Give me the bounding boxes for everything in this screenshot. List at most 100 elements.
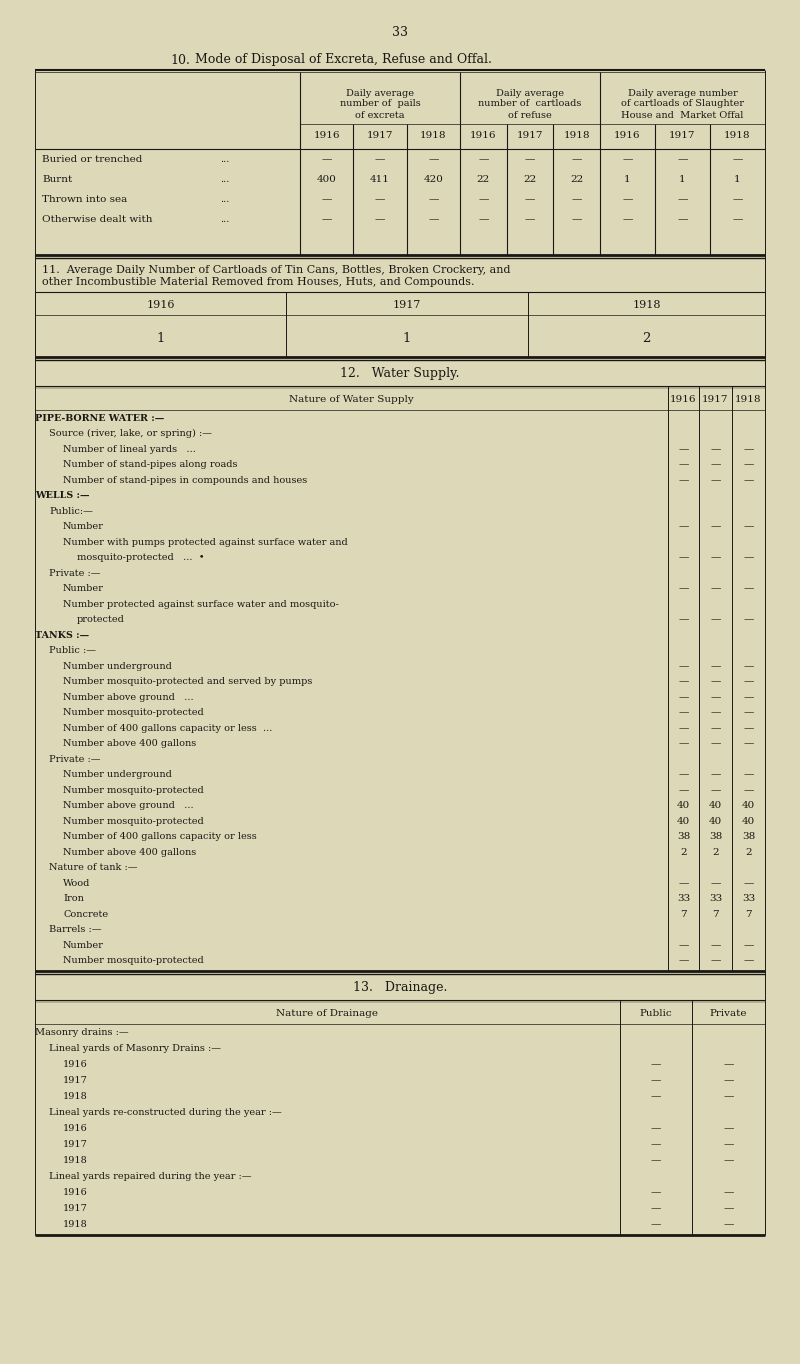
Text: WELLS :—: WELLS :—	[35, 491, 90, 501]
Text: —: —	[743, 554, 754, 562]
Text: 1916: 1916	[63, 1124, 88, 1133]
Text: mosquito-protected   ...  •: mosquito-protected ... •	[77, 554, 205, 562]
Text: 2: 2	[642, 331, 650, 345]
Text: Lineal yards repaired during the year :—: Lineal yards repaired during the year :—	[49, 1172, 251, 1181]
Text: Number underground: Number underground	[63, 662, 172, 671]
Text: —: —	[710, 724, 721, 732]
Text: —: —	[710, 693, 721, 701]
Text: —: —	[743, 878, 754, 888]
Text: —: —	[651, 1060, 661, 1069]
Text: Daily average: Daily average	[496, 89, 564, 97]
Text: Number above 400 gallons: Number above 400 gallons	[63, 739, 196, 749]
Text: —: —	[710, 678, 721, 686]
Text: Number with pumps protected against surface water and: Number with pumps protected against surf…	[63, 537, 348, 547]
Text: —: —	[678, 216, 688, 225]
Text: Concrete: Concrete	[63, 910, 108, 919]
Text: —: —	[743, 522, 754, 531]
Text: Number above ground   ...: Number above ground ...	[63, 693, 194, 701]
Text: —: —	[710, 522, 721, 531]
Text: Public :—: Public :—	[49, 647, 96, 655]
Text: —: —	[678, 786, 689, 795]
Text: TANKS :—: TANKS :—	[35, 630, 89, 640]
Text: 1917: 1917	[63, 1076, 88, 1084]
Text: 7: 7	[712, 910, 719, 919]
Text: 1916: 1916	[314, 131, 340, 139]
Text: —: —	[428, 216, 438, 225]
Text: 38: 38	[742, 832, 755, 842]
Text: —: —	[723, 1140, 734, 1148]
Text: —: —	[651, 1157, 661, 1165]
Text: 1: 1	[403, 331, 411, 345]
Text: number of  cartloads: number of cartloads	[478, 100, 582, 109]
Text: 1: 1	[734, 176, 741, 184]
Text: 2: 2	[712, 848, 719, 857]
Text: —: —	[651, 1219, 661, 1229]
Text: 1918: 1918	[63, 1219, 88, 1229]
Text: —: —	[743, 771, 754, 779]
Text: —: —	[710, 786, 721, 795]
Text: 411: 411	[370, 176, 390, 184]
Text: —: —	[678, 615, 689, 625]
Text: —: —	[478, 195, 489, 205]
Text: —: —	[710, 460, 721, 469]
Text: —: —	[743, 445, 754, 454]
Text: —: —	[678, 155, 688, 165]
Text: Masonry drains :—: Masonry drains :—	[35, 1028, 129, 1037]
Text: —: —	[428, 195, 438, 205]
Text: —: —	[322, 216, 332, 225]
Text: —: —	[710, 878, 721, 888]
Text: Nature of Water Supply: Nature of Water Supply	[289, 394, 414, 404]
Text: 1916: 1916	[63, 1188, 88, 1198]
Text: —: —	[678, 195, 688, 205]
Text: —: —	[723, 1157, 734, 1165]
Text: —: —	[678, 460, 689, 469]
Text: 420: 420	[423, 176, 443, 184]
Text: 1918: 1918	[63, 1093, 88, 1101]
Text: Public: Public	[640, 1008, 672, 1018]
Text: —: —	[525, 216, 535, 225]
Text: 2: 2	[745, 848, 752, 857]
Text: —: —	[710, 662, 721, 671]
Text: Burnt: Burnt	[42, 176, 72, 184]
Text: —: —	[322, 155, 332, 165]
Text: —: —	[710, 615, 721, 625]
Text: —: —	[732, 155, 742, 165]
Text: 1918: 1918	[735, 394, 762, 404]
Text: Mode of Disposal of Excreta, Refuse and Offal.: Mode of Disposal of Excreta, Refuse and …	[195, 53, 492, 67]
Text: ...: ...	[220, 195, 230, 205]
Text: —: —	[428, 155, 438, 165]
Text: Number above ground   ...: Number above ground ...	[63, 801, 194, 810]
Text: number of  pails: number of pails	[340, 100, 420, 109]
Text: 40: 40	[709, 801, 722, 810]
Text: —: —	[743, 662, 754, 671]
Text: Private :—: Private :—	[49, 754, 101, 764]
Text: Public:—: Public:—	[49, 507, 93, 516]
Text: —: —	[651, 1188, 661, 1198]
Text: —: —	[478, 216, 489, 225]
Text: —: —	[743, 739, 754, 749]
Text: ...: ...	[220, 155, 230, 165]
Text: —: —	[622, 155, 633, 165]
Text: Nature of tank :—: Nature of tank :—	[49, 863, 138, 872]
Text: —: —	[710, 941, 721, 949]
Text: 1916: 1916	[63, 1060, 88, 1069]
Text: 7: 7	[680, 910, 687, 919]
Text: —: —	[743, 584, 754, 593]
Text: —: —	[678, 693, 689, 701]
Text: 11.  Average Daily Number of Cartloads of Tin Cans, Bottles, Broken Crockery, an: 11. Average Daily Number of Cartloads of…	[42, 265, 510, 276]
Text: —: —	[743, 678, 754, 686]
Text: 10.: 10.	[170, 53, 190, 67]
Text: Number of stand-pipes along roads: Number of stand-pipes along roads	[63, 460, 238, 469]
Text: 22: 22	[570, 176, 583, 184]
Text: —: —	[710, 554, 721, 562]
Text: Private :—: Private :—	[49, 569, 101, 578]
Text: —: —	[710, 708, 721, 717]
Text: —: —	[678, 878, 689, 888]
Text: —: —	[571, 195, 582, 205]
Text: —: —	[743, 786, 754, 795]
Text: —: —	[710, 476, 721, 484]
Text: Lineal yards of Masonry Drains :—: Lineal yards of Masonry Drains :—	[49, 1043, 221, 1053]
Text: —: —	[622, 195, 633, 205]
Text: Number mosquito-protected: Number mosquito-protected	[63, 817, 204, 825]
Text: Nature of Drainage: Nature of Drainage	[277, 1008, 378, 1018]
